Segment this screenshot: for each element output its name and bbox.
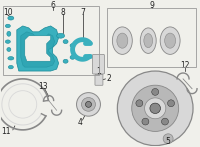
Ellipse shape (8, 57, 14, 60)
Circle shape (161, 118, 168, 125)
Text: 10: 10 (3, 8, 13, 17)
Ellipse shape (63, 59, 68, 63)
Ellipse shape (165, 33, 176, 48)
Ellipse shape (8, 16, 14, 20)
Ellipse shape (57, 33, 65, 38)
Circle shape (150, 103, 160, 113)
Circle shape (77, 93, 100, 116)
Ellipse shape (117, 33, 128, 48)
FancyBboxPatch shape (92, 54, 104, 74)
Ellipse shape (144, 34, 153, 48)
Circle shape (145, 98, 166, 119)
Polygon shape (25, 36, 51, 61)
Circle shape (117, 71, 193, 146)
Text: 9: 9 (150, 1, 155, 10)
Ellipse shape (7, 31, 11, 36)
Polygon shape (21, 32, 55, 67)
Ellipse shape (8, 65, 13, 69)
Circle shape (152, 88, 159, 95)
Ellipse shape (112, 27, 132, 54)
Ellipse shape (160, 27, 180, 54)
Ellipse shape (70, 55, 75, 59)
Text: 6: 6 (50, 1, 55, 10)
Circle shape (86, 101, 91, 107)
Text: 5: 5 (166, 137, 171, 146)
Ellipse shape (7, 47, 11, 51)
Text: 7: 7 (80, 8, 85, 17)
FancyBboxPatch shape (95, 75, 103, 85)
Text: 13: 13 (38, 82, 48, 91)
Polygon shape (17, 26, 59, 71)
Ellipse shape (63, 40, 68, 44)
Text: 11: 11 (1, 127, 11, 136)
Text: 12: 12 (180, 61, 190, 70)
Circle shape (82, 97, 95, 111)
Ellipse shape (5, 40, 10, 43)
Text: 1: 1 (96, 67, 101, 76)
Circle shape (142, 118, 149, 125)
Text: 4: 4 (78, 118, 83, 127)
Ellipse shape (5, 24, 10, 28)
Circle shape (168, 100, 175, 107)
Text: 8: 8 (60, 8, 65, 17)
Circle shape (136, 100, 143, 107)
Text: 2: 2 (106, 74, 111, 83)
Ellipse shape (140, 28, 156, 53)
Circle shape (163, 134, 173, 144)
Ellipse shape (70, 44, 75, 47)
Circle shape (132, 85, 179, 131)
